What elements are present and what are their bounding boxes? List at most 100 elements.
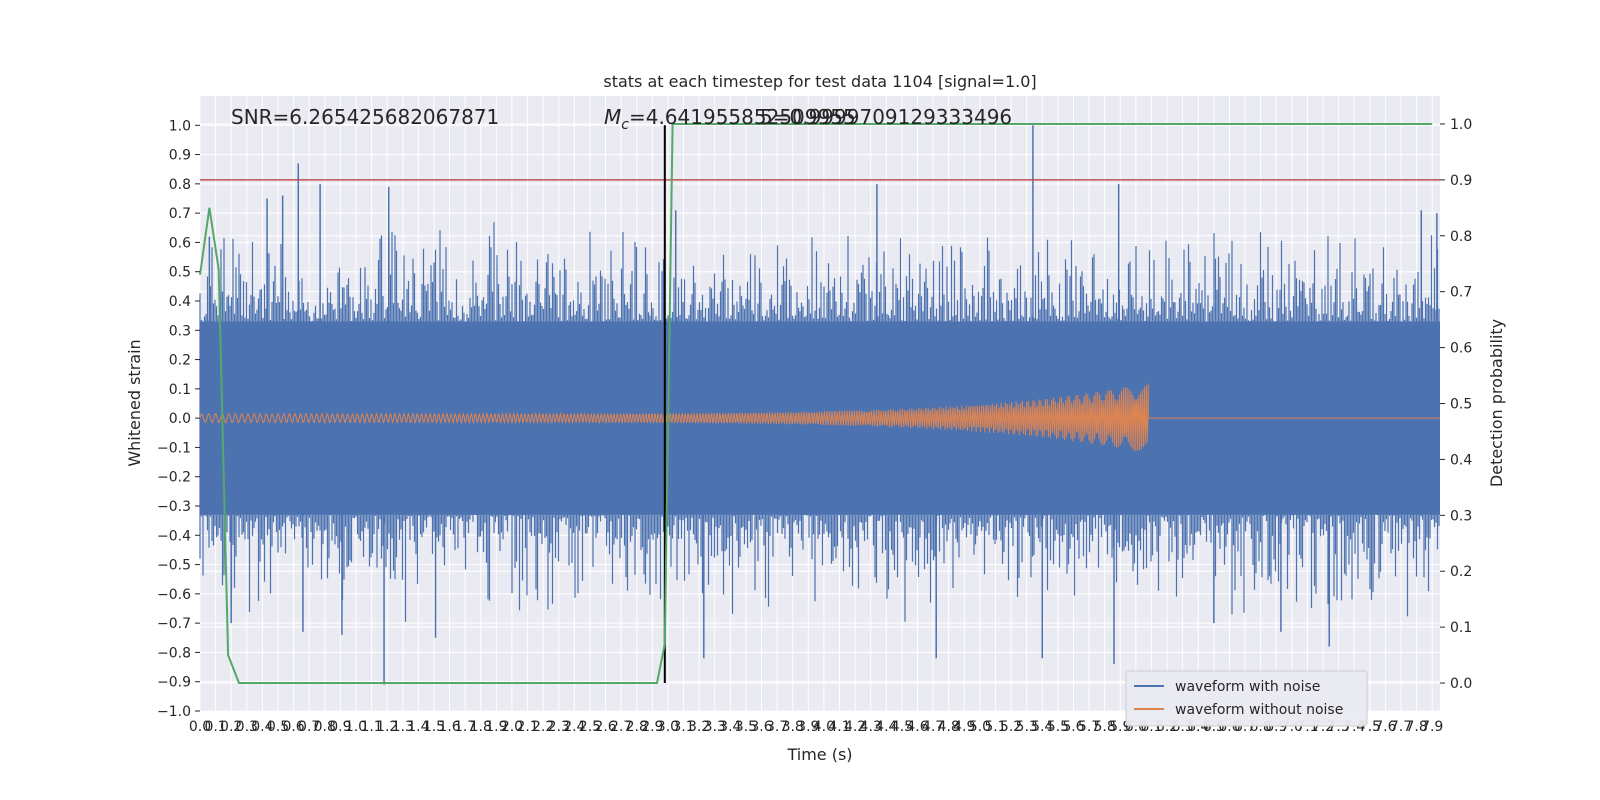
x-tick-label: 1.0: [345, 719, 367, 735]
x-tick-label: 0.0: [189, 719, 211, 735]
right-y-tick-label: 1.0: [1450, 117, 1472, 133]
x-tick-label: 3.4: [719, 719, 741, 735]
x-axis-label: Time (s): [786, 745, 852, 764]
y-tick-label: 0.9: [169, 148, 191, 164]
right-y-axis-ticks: 0.0 0.1 0.2 0.3 0.4 0.5 0.6 0.7 0.8 0.9 1.0: [1440, 117, 1472, 692]
y-tick-label: 0.2: [169, 353, 191, 369]
x-tick-label: 2.5: [579, 719, 601, 735]
y-axis-ticks: −1.0 −0.9 −0.8 −0.7 −0.6 −0.5 −0.4 −0.3 −0.2 −0.1…: [157, 118, 200, 720]
x-tick-label: 2.0: [501, 719, 523, 735]
x-tick-label: 5.6: [1062, 719, 1084, 735]
x-tick-label: 7.9: [1421, 719, 1443, 735]
series-detection-probability: [199, 123, 1433, 684]
x-tick-label: 1.1: [360, 719, 382, 735]
x-tick-label: 2.3: [548, 719, 570, 735]
x-tick-label: 5.8: [1094, 719, 1116, 735]
y-tick-label: 0.4: [169, 294, 191, 310]
y-tick-label: 0.1: [169, 382, 191, 398]
legend-box: [1125, 670, 1368, 727]
y-tick-label: −0.2: [157, 470, 191, 486]
x-tick-label: 2.2: [532, 719, 554, 735]
right-y-tick-label: 0.7: [1450, 285, 1472, 301]
x-tick-label: 4.8: [938, 719, 960, 735]
x-tick-label: 1.4: [407, 719, 429, 735]
y-tick-label: −0.7: [157, 616, 191, 632]
chirp-mass-value: =4.641955852509955: [629, 105, 856, 129]
y-tick-label: −0.1: [157, 440, 191, 456]
x-tick-label: 4.1: [828, 719, 850, 735]
x-tick-label: 4.6: [906, 719, 928, 735]
y-tick-label: −0.9: [157, 675, 191, 691]
right-y-tick-label: 0.1: [1450, 620, 1472, 636]
series-waveform-without-noise: [199, 383, 1440, 451]
right-y-tick-label: 0.8: [1450, 229, 1472, 245]
right-y-tick-label: 0.5: [1450, 397, 1472, 413]
x-tick-label: 7.8: [1405, 719, 1427, 735]
x-tick-label: 0.3: [236, 719, 258, 735]
x-tick-label: 3.0: [657, 719, 679, 735]
chart-title: stats at each timestep for test data 110…: [603, 72, 1036, 91]
snr-annotation: SNR=6.265425682067871: [231, 105, 499, 129]
y-tick-label: −0.8: [157, 645, 191, 661]
x-tick-label: 0.9: [329, 719, 351, 735]
y-tick-label: 0.5: [169, 265, 191, 281]
x-tick-label: 0.6: [282, 719, 304, 735]
chirp-trace: [199, 383, 1440, 451]
x-tick-label: 3.7: [766, 719, 788, 735]
x-tick-label: 3.3: [704, 719, 726, 735]
x-tick-label: 2.7: [610, 719, 632, 735]
x-tick-label: 4.3: [860, 719, 882, 735]
x-tick-label: 3.5: [735, 719, 757, 735]
x-tick-label: 5.2: [1000, 719, 1022, 735]
x-tick-label: 4.4: [875, 719, 897, 735]
x-tick-label: 2.6: [594, 719, 616, 735]
chirp-mass-subscript: c: [621, 117, 629, 133]
x-tick-label: 1.6: [438, 719, 460, 735]
x-tick-label: 3.9: [797, 719, 819, 735]
y-tick-label: 0.6: [169, 235, 191, 251]
x-tick-label: 3.8: [782, 719, 804, 735]
right-y-axis-label: Detection probability: [1487, 319, 1506, 487]
right-y-tick-label: 0.4: [1450, 452, 1472, 468]
chirp-mass-symbol: M: [604, 105, 621, 129]
x-tick-label: 1.7: [454, 719, 476, 735]
right-y-tick-label: 0.6: [1450, 341, 1472, 357]
x-tick-label: 1.8: [470, 719, 492, 735]
y-tick-label: −0.3: [157, 499, 191, 515]
x-tick-label: 2.8: [626, 719, 648, 735]
x-tick-label: 3.2: [688, 719, 710, 735]
x-tick-label: 5.0: [969, 719, 991, 735]
legend-label-waveform-with-noise: waveform with noise: [1175, 679, 1320, 695]
x-tick-label: 1.9: [485, 719, 507, 735]
x-tick-label: 4.5: [891, 719, 913, 735]
x-tick-label: 0.4: [251, 719, 273, 735]
x-tick-label: 5.3: [1016, 719, 1038, 735]
x-tick-label: 4.0: [813, 719, 835, 735]
y-tick-label: 0.0: [169, 411, 191, 427]
x-tick-label: 5.7: [1078, 719, 1100, 735]
x-tick-label: 1.5: [423, 719, 445, 735]
x-tick-label: 1.3: [392, 719, 414, 735]
x-tick-label: 4.7: [922, 719, 944, 735]
right-y-tick-label: 0.9: [1450, 173, 1472, 189]
y-tick-label: −0.6: [157, 587, 191, 603]
x-tick-label: 3.6: [750, 719, 772, 735]
x-tick-label: 0.5: [267, 719, 289, 735]
y-tick-label: 1.0: [169, 118, 191, 134]
x-tick-label: 0.2: [220, 719, 242, 735]
right-y-tick-label: 0.3: [1450, 508, 1472, 524]
x-tick-label: 5.5: [1047, 719, 1069, 735]
x-tick-label: 2.9: [641, 719, 663, 735]
y-axis-label: Whitened strain: [125, 339, 144, 466]
legend-label-waveform-without-noise: waveform without noise: [1175, 702, 1343, 718]
overlap-annotation: 5=0.9999709129333496: [760, 105, 1012, 129]
chirp-mass-annotation: Mc=4.641955852509955: [604, 105, 856, 133]
legend: waveform with noise waveform without noi…: [1125, 670, 1368, 727]
x-tick-label: 7.6: [1374, 719, 1396, 735]
y-tick-label: −1.0: [157, 704, 191, 720]
right-y-tick-label: 0.0: [1450, 676, 1472, 692]
x-tick-label: 4.2: [844, 719, 866, 735]
y-tick-label: 0.3: [169, 323, 191, 339]
x-tick-label: 2.1: [516, 719, 538, 735]
y-tick-label: 0.7: [169, 206, 191, 222]
